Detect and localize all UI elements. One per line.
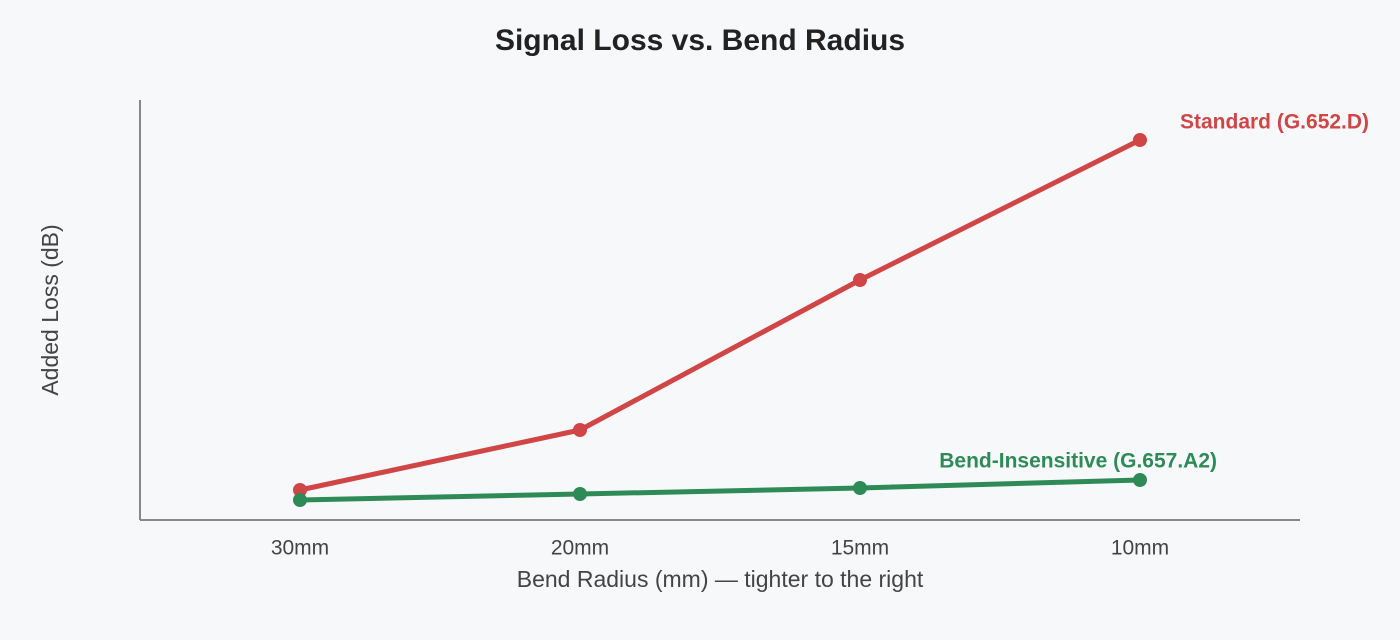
- series-line: [299, 477, 1141, 503]
- x-tick-label: 10mm: [1111, 537, 1169, 560]
- data-point: [293, 493, 307, 507]
- series-label: Bend-Insensitive (G.657.A2): [939, 450, 1217, 473]
- data-point: [853, 273, 867, 287]
- x-tick-label: 15mm: [831, 537, 889, 560]
- y-axis-title: Added Loss (dB): [37, 224, 63, 395]
- data-point: [573, 487, 587, 501]
- chart-title: Signal Loss vs. Bend Radius: [495, 24, 905, 57]
- data-point: [573, 423, 587, 437]
- data-point: [1133, 133, 1147, 147]
- data-point: [293, 483, 307, 497]
- x-tick-label: 20mm: [551, 537, 609, 560]
- series-line: [299, 137, 1142, 493]
- x-tick-label: 30mm: [271, 537, 329, 560]
- data-point: [1133, 473, 1147, 487]
- x-axis-title: Bend Radius (mm) — tighter to the right: [517, 566, 924, 592]
- data-point: [853, 481, 867, 495]
- series-label: Standard (G.652.D): [1180, 111, 1369, 134]
